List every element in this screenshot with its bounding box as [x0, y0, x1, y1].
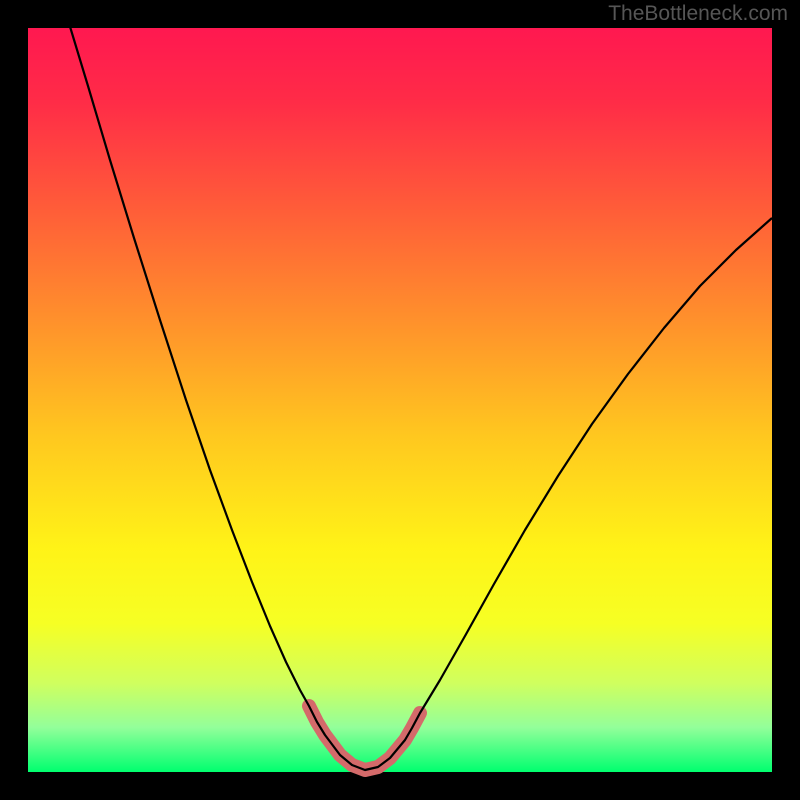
chart-background — [28, 28, 772, 772]
chart-frame: TheBottleneck.com — [0, 0, 800, 800]
bottleneck-curve-chart — [0, 0, 800, 800]
watermark-label: TheBottleneck.com — [608, 2, 788, 26]
